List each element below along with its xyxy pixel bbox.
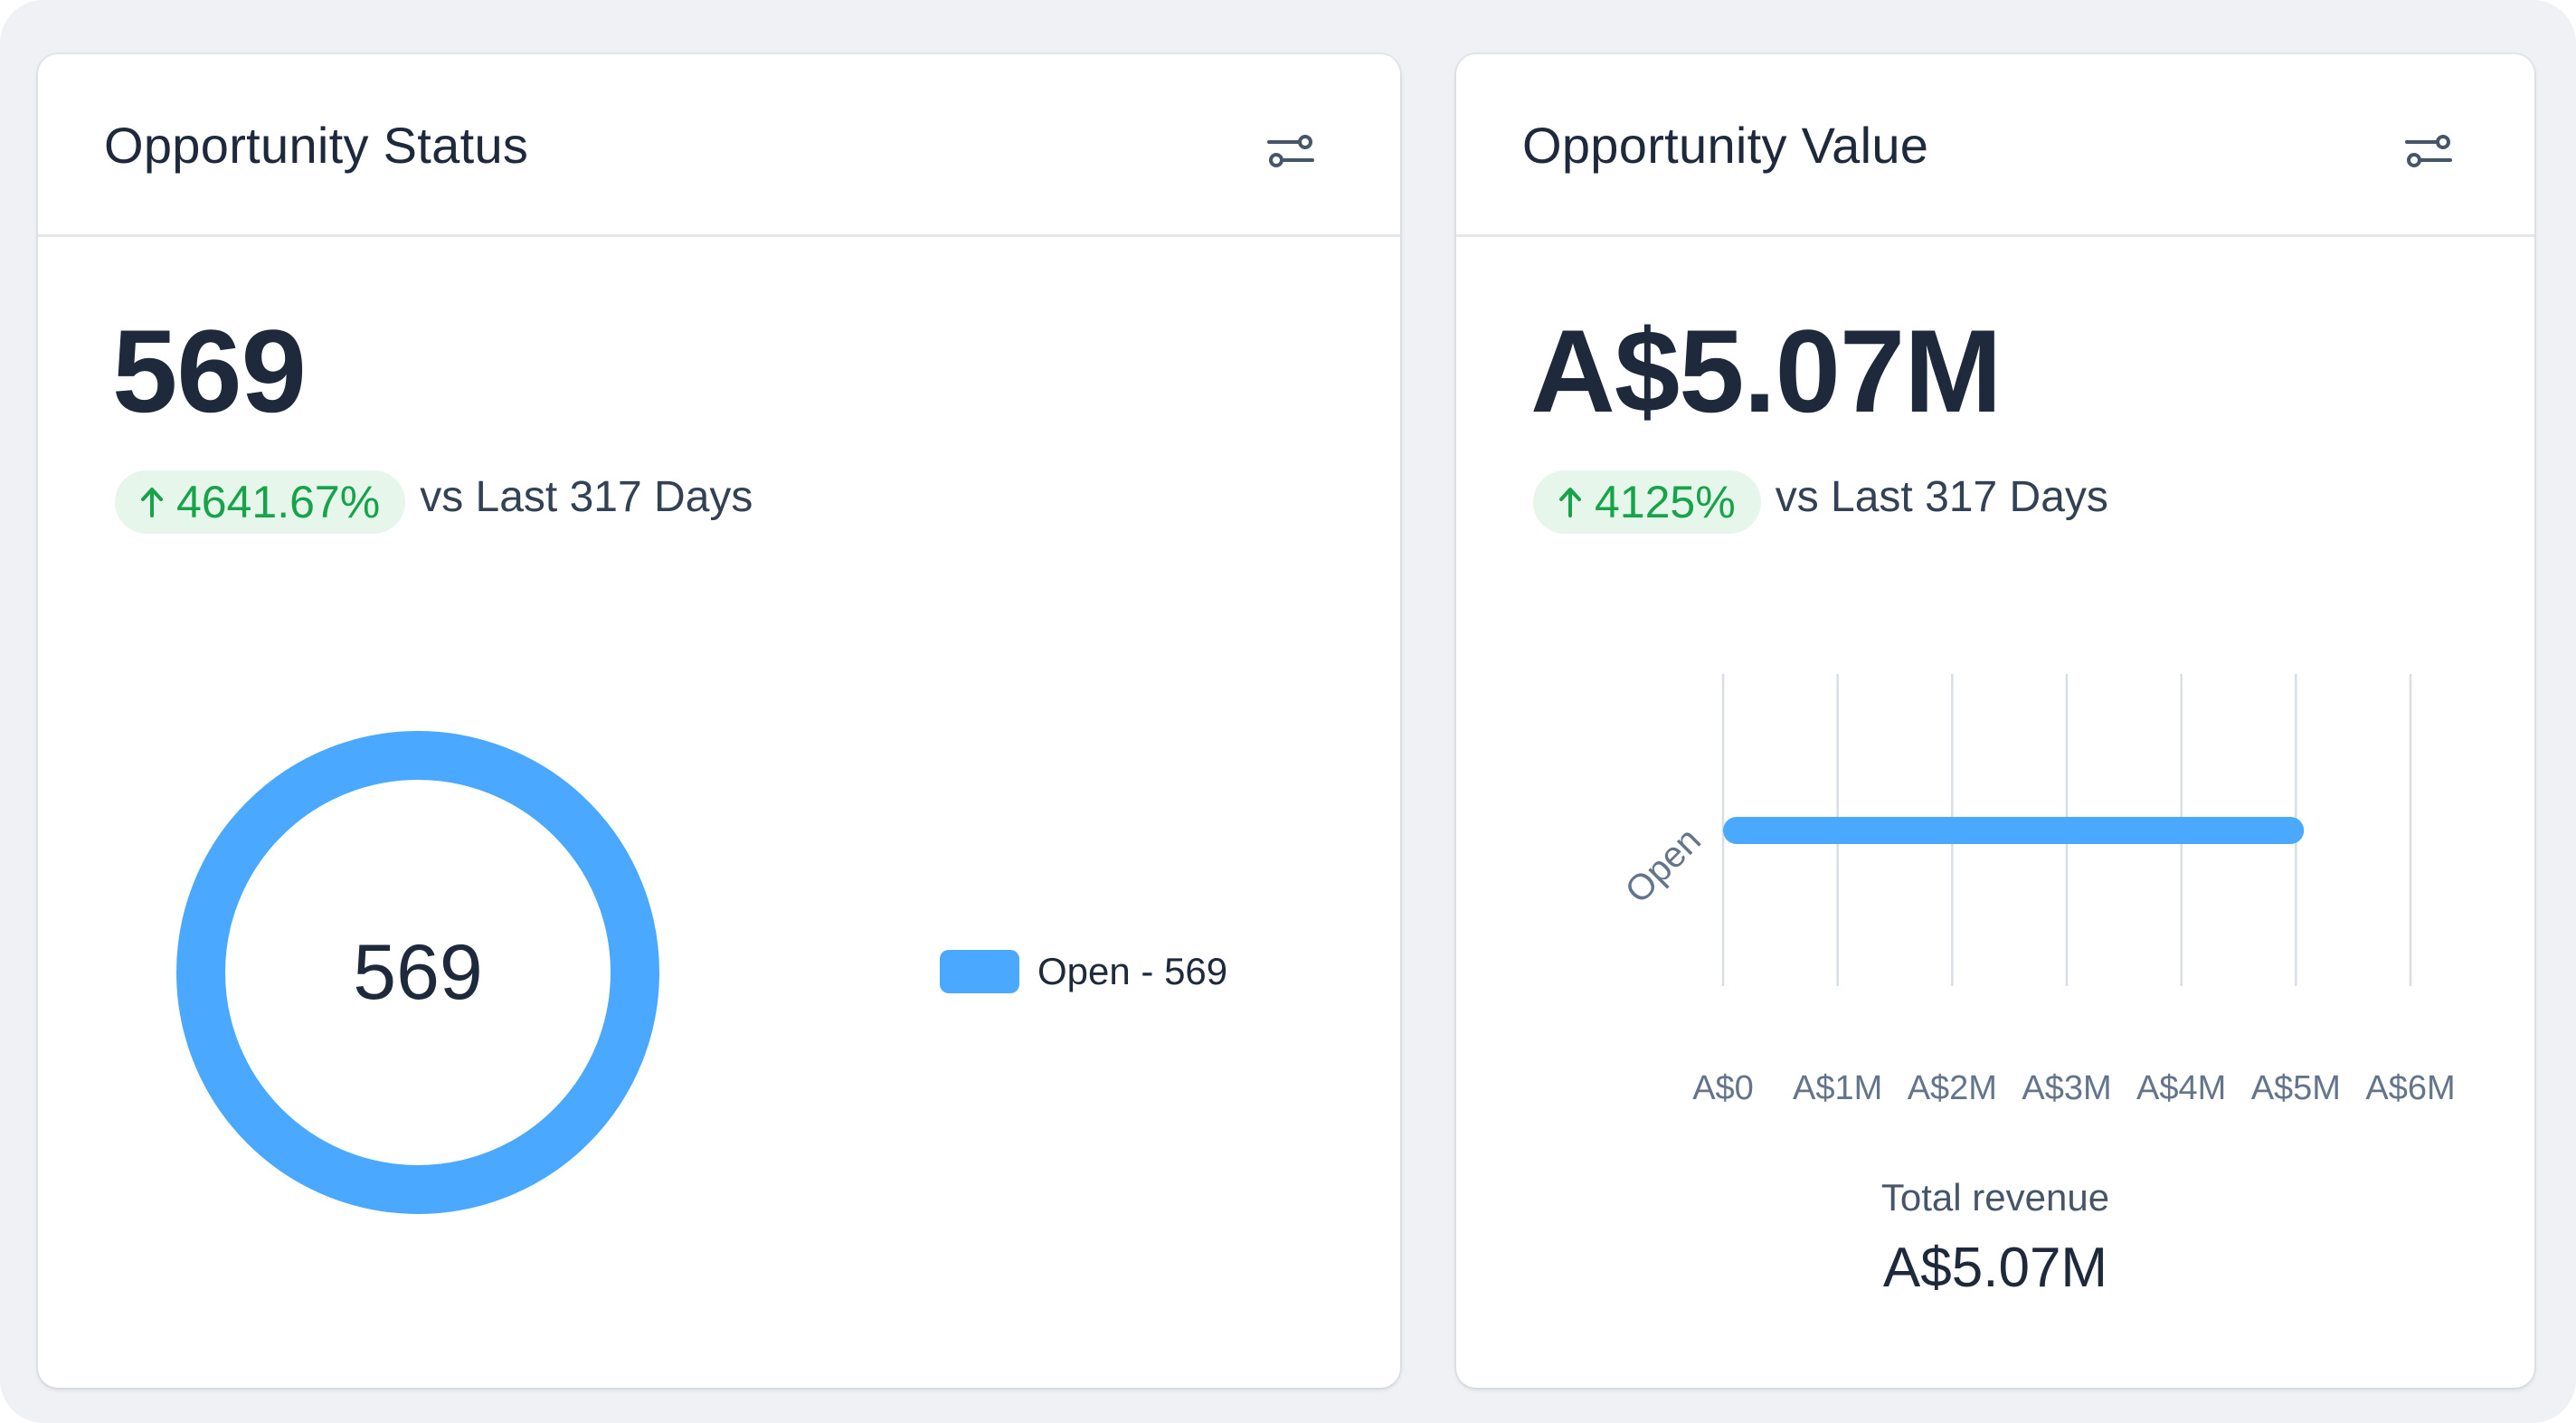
legend-swatch bbox=[940, 950, 1019, 993]
x-tick-label: A$2M bbox=[1908, 1069, 1997, 1107]
card-settings-button[interactable] bbox=[1259, 119, 1322, 183]
comparison-text: vs Last 317 Days bbox=[1775, 472, 2108, 521]
opportunity-status-card: Opportunity Status 569 4641.67% vs Last bbox=[38, 54, 1400, 1388]
donut-svg bbox=[176, 731, 659, 1214]
y-category-label: Open bbox=[1618, 821, 1709, 911]
change-badge: 4125% bbox=[1533, 470, 1761, 534]
kpi-value: 569 bbox=[112, 305, 307, 437]
x-tick-label: A$4M bbox=[2136, 1069, 2226, 1107]
x-tick-label: A$5M bbox=[2251, 1069, 2341, 1107]
arrow-up-icon bbox=[1559, 488, 1581, 517]
arrow-up-icon bbox=[141, 488, 163, 517]
bar-open[interactable] bbox=[1723, 817, 2305, 844]
card-header: Opportunity Status bbox=[38, 54, 1400, 237]
total-revenue-label: Total revenue bbox=[1880, 1176, 2110, 1219]
donut-slice-open[interactable] bbox=[176, 731, 659, 1214]
change-percent: 4641.67% bbox=[176, 477, 381, 527]
chart-legend: Open - 569 bbox=[940, 950, 1227, 993]
x-tick-label: A$3M bbox=[2022, 1069, 2111, 1107]
kpi-change-row: 4125% vs Last 317 Days bbox=[1533, 470, 2108, 534]
settings-sliders-icon bbox=[2405, 135, 2452, 167]
legend-label[interactable]: Open - 569 bbox=[1037, 950, 1228, 992]
bar-chart: A$0 A$1M A$2M A$3M A$4M A$5M A$6M Open bbox=[1618, 674, 2456, 1107]
total-revenue-value: A$5.07M bbox=[1882, 1237, 2108, 1299]
settings-sliders-icon bbox=[1267, 135, 1314, 167]
change-badge: 4641.67% bbox=[115, 470, 406, 534]
card-title: Opportunity Value bbox=[1522, 117, 1929, 174]
card-settings-button[interactable] bbox=[2397, 119, 2460, 183]
comparison-text: vs Last 317 Days bbox=[420, 472, 753, 521]
kpi-change-row: 4641.67% vs Last 317 Days bbox=[115, 470, 753, 534]
opportunity-value-card: Opportunity Value A$5.07M 4125% vs Last bbox=[1456, 54, 2534, 1388]
x-tick-label: A$6M bbox=[2365, 1069, 2455, 1107]
card-title: Opportunity Status bbox=[104, 117, 529, 174]
change-percent: 4125% bbox=[1595, 477, 1736, 527]
x-tick-label: A$0 bbox=[1692, 1069, 1754, 1107]
kpi-value: A$5.07M bbox=[1530, 305, 2002, 437]
card-header: Opportunity Value bbox=[1456, 54, 2534, 237]
x-tick-label: A$1M bbox=[1793, 1069, 1882, 1107]
donut-chart: 569 bbox=[174, 728, 662, 1217]
donut-center-label: 569 bbox=[353, 928, 483, 1016]
